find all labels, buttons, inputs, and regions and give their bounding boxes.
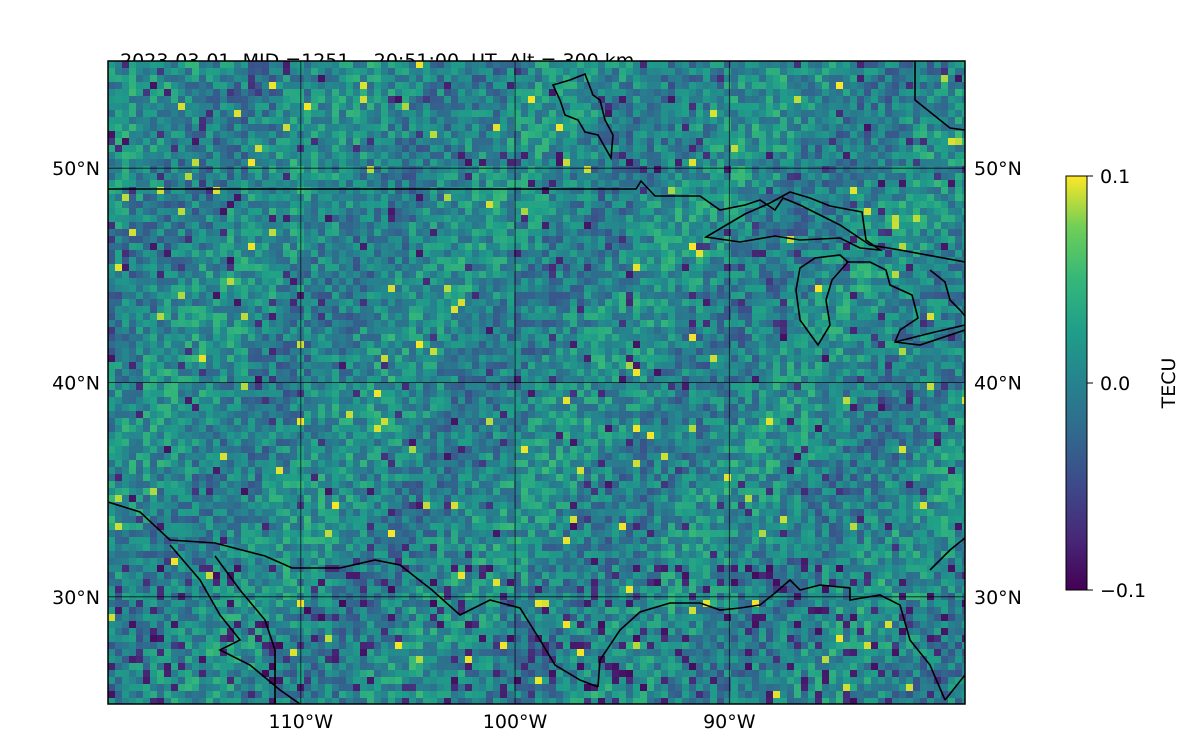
- lake-erie: [894, 324, 965, 343]
- y-tick-label-right: 40°N: [974, 373, 1022, 395]
- colorbar-ticks: 0.1 0.0 −0.1: [1087, 166, 1146, 602]
- colorbar-ramp: [1065, 175, 1088, 591]
- northeast-coast: [914, 61, 965, 131]
- y-tick-label-left: 50°N: [52, 158, 100, 180]
- hudson-bay-coast: [551, 72, 614, 161]
- colorbar-tick-label: 0.0: [1100, 373, 1130, 395]
- colorbar-tick-label: −0.1: [1100, 580, 1146, 602]
- lake-huron: [846, 261, 965, 346]
- colorbar-label: TECU: [1158, 358, 1180, 410]
- lake-superior: [703, 191, 883, 252]
- axis-ticks: 110°W 100°W 90°W 50°N 50°N 40°N 40°N 30°N 30°N: [52, 158, 1022, 733]
- coastlines: [108, 61, 965, 704]
- mexico-border: [108, 501, 599, 688]
- baja-coast: [169, 544, 301, 704]
- y-tick-label-left: 30°N: [52, 587, 100, 609]
- map-frame: [107, 60, 966, 705]
- y-tick-label-right: 50°N: [974, 158, 1022, 180]
- x-tick-label: 110°W: [269, 711, 334, 733]
- colorbar: 0.1 0.0 −0.1 TECU: [1065, 166, 1180, 602]
- lake-huron-east: [929, 269, 965, 317]
- gulf-coast: [597, 578, 946, 701]
- florida-west: [944, 674, 965, 701]
- x-tick-label: 100°W: [483, 711, 548, 733]
- mexico-west-coast: [214, 555, 276, 704]
- tec-heatmap: [108, 61, 965, 704]
- y-tick-label-right: 30°N: [974, 587, 1022, 609]
- graticule: [108, 61, 965, 704]
- colorbar-tick-label: 0.1: [1100, 166, 1130, 188]
- y-tick-label-left: 40°N: [52, 373, 100, 395]
- x-tick-label: 90°W: [703, 711, 756, 733]
- florida-coast: [929, 537, 965, 571]
- us-canada-border: [108, 179, 965, 263]
- lake-michigan: [795, 254, 850, 347]
